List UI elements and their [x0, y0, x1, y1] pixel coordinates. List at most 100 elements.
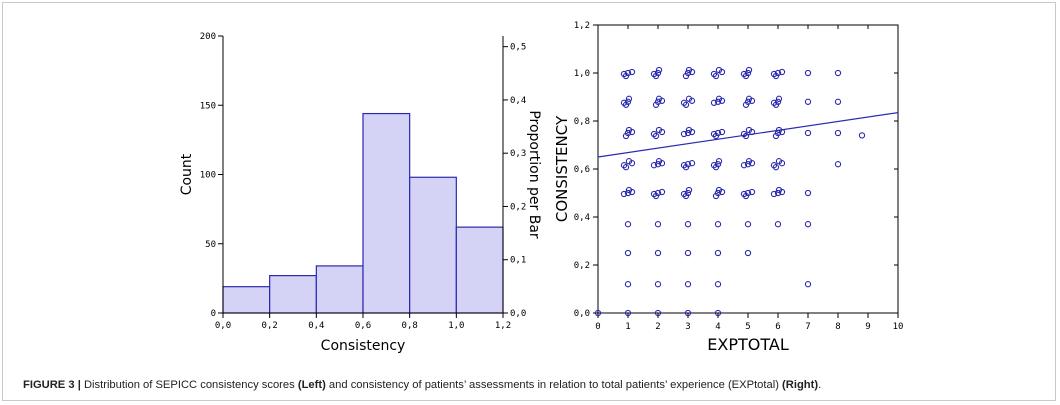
histogram-bar [222, 286, 271, 314]
scatter-point [740, 190, 748, 198]
y2-tick-label: 0,4 [510, 96, 526, 106]
scatter-point [680, 130, 688, 138]
y-tick-label: 0 [211, 309, 216, 319]
scatter-point [650, 190, 658, 198]
scatter-point [620, 70, 628, 78]
histogram-bar [362, 112, 411, 314]
scatter-point [685, 95, 693, 102]
caption-left-word: (Left) [297, 379, 326, 391]
x-tick-label: 6 [775, 322, 780, 332]
x-tick-label: 0 [595, 322, 600, 332]
scatter-point [775, 186, 783, 194]
scatter-point [710, 162, 718, 169]
scatter-point [684, 69, 692, 77]
scatter-point [680, 162, 688, 169]
scatter-point [834, 129, 842, 137]
y-tick-label: 150 [200, 101, 216, 111]
scatter-point [624, 189, 632, 197]
scatter-point [715, 158, 723, 165]
caption-end: . [818, 379, 822, 391]
scatter-point [714, 161, 722, 168]
y2-tick-label: 0,1 [510, 256, 526, 266]
scatter-point [714, 98, 722, 105]
x-tick-label: 8 [835, 322, 840, 332]
figure-label: FIGURE 3 | [23, 379, 81, 391]
scatter-point [775, 95, 783, 102]
scatter-point [744, 98, 752, 105]
scatter-point [770, 99, 778, 106]
y-tick-label: 0,4 [574, 213, 590, 223]
scatter-point [685, 186, 693, 194]
scatter-point [714, 309, 722, 317]
scatter-point [622, 164, 630, 171]
y-tick-label: 1,2 [574, 21, 590, 31]
histogram-bar [455, 226, 504, 314]
scatter-point [745, 95, 753, 102]
scatter-point [804, 221, 812, 228]
y-tick-label: 1,0 [574, 69, 590, 79]
x-tick-label: 1,2 [495, 321, 511, 331]
figure-caption: FIGURE 3 | Distribution of SEPICC consis… [23, 379, 1043, 391]
scatter-point [714, 249, 722, 257]
scatter-point [744, 249, 752, 257]
y2-tick-label: 0,0 [510, 309, 526, 319]
scatter-point [624, 69, 632, 77]
x-tick-label: 5 [745, 322, 750, 332]
scatter-point [655, 95, 663, 102]
scatter-point [654, 161, 662, 168]
x-tick-label: 0,6 [355, 321, 371, 331]
histogram-bar [409, 176, 457, 314]
scatter-point [624, 281, 632, 288]
scatter-point [744, 69, 752, 77]
scatter-point [775, 158, 783, 165]
histogram-bar [315, 265, 364, 314]
scatter-point [804, 189, 812, 197]
scatter-point [684, 221, 692, 228]
scatter-point [624, 129, 632, 137]
scatter-point [685, 66, 693, 74]
scatter-point [774, 69, 782, 77]
scatter-point [804, 281, 812, 288]
scatter-point [714, 189, 722, 197]
scatter-point [744, 161, 752, 168]
scatter-point [770, 70, 778, 78]
x-tick-label: 4 [715, 322, 720, 332]
x-axis-title: Consistency [321, 338, 406, 354]
scatter-point [740, 162, 748, 169]
scatter-point [625, 158, 633, 165]
scatter-point [625, 95, 633, 102]
scatter-point [745, 158, 753, 165]
scatter-point [858, 132, 866, 139]
x-tick-label: 0,4 [308, 321, 324, 331]
scatter-point [655, 66, 663, 74]
scatter-point [655, 158, 663, 165]
x-tick-label: 0,0 [215, 321, 231, 331]
scatter-point [654, 249, 662, 257]
scatter-point [654, 189, 662, 197]
y2-tick-label: 0,5 [510, 43, 526, 53]
scatter-point [804, 69, 812, 77]
scatter-point [594, 309, 602, 317]
scatter-point [684, 161, 692, 168]
scatter-point [625, 186, 633, 194]
x-tick-label: 1,0 [448, 321, 464, 331]
scatter-point [684, 249, 692, 257]
y-tick-label: 0,2 [574, 261, 590, 271]
scatter-point [714, 129, 722, 137]
scatter-point [714, 221, 722, 228]
x-tick-label: 9 [865, 322, 870, 332]
scatter-point [652, 132, 660, 140]
scatter-point [778, 68, 786, 76]
scatter-point [774, 98, 782, 105]
scatter-point [628, 68, 636, 76]
caption-right-word: (Right) [782, 379, 819, 391]
scatter-point [718, 128, 726, 136]
scatter-point [748, 188, 756, 196]
x-axis-title: EXPTOTAL [707, 335, 789, 354]
scatter-point [654, 309, 662, 317]
scatter-point [745, 66, 753, 74]
scatter-point [624, 249, 632, 257]
x-tick-label: 10 [893, 322, 904, 332]
scatter-point [772, 164, 780, 171]
caption-text-2: and consistency of patients’ assessments… [325, 379, 783, 391]
